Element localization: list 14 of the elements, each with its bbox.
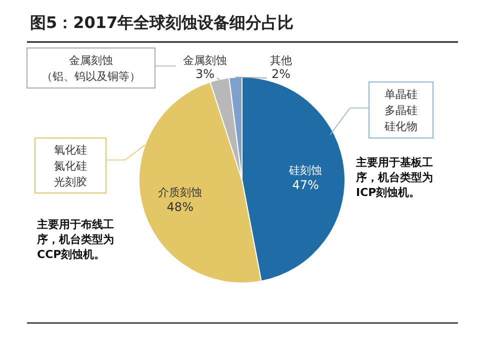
text: 主要用于基板工序，机台类型为ICP刻蚀机。 [355,156,433,199]
data-label: 47% [292,178,319,192]
text: 金属刻蚀（铝、钨以及铜等） [42,54,140,83]
text: 主要用于布线工序，机台类型为CCP刻蚀机。 [36,218,114,261]
slice-label: 硅刻蚀 [288,164,322,177]
legend-label: 金属刻蚀 [183,54,227,67]
text: 氧化硅氮化硅光刻胶 [54,144,87,188]
slice-label: 介质刻蚀 [158,186,202,199]
slice-label: 其他 [270,54,292,67]
data-label: 48% [166,200,194,214]
data-label: 3% [195,67,215,81]
data-label: 2% [271,67,291,81]
text: 单晶硅多晶硅硅化物 [384,88,418,133]
chart-title: 图5：2017年全球刻蚀设备细分占比 [30,13,294,32]
